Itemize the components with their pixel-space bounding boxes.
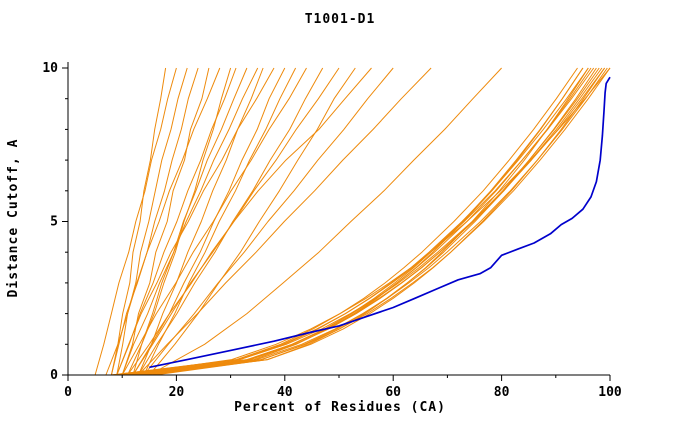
x-tick-label: 80 [494,385,510,400]
series-line-orange-29 [143,67,597,376]
series-line-orange-16 [138,67,324,376]
series-line-orange-15 [121,67,307,376]
series-line-orange-32 [127,67,592,376]
series-line-orange-18 [148,67,356,376]
series-line-orange-27 [122,67,611,376]
series-line-orange-28 [132,67,608,376]
series-line-orange-01 [94,67,177,376]
x-axis-label: Percent of Residues (CA) [234,400,446,415]
series-line-orange-20 [143,67,394,376]
y-tick-label: 5 [50,215,58,230]
series-line-orange-36 [132,67,584,376]
series-line-orange-34 [122,67,603,376]
x-tick-label: 100 [598,385,622,400]
series-line-orange-25 [111,67,606,376]
series-line-orange-24 [127,67,600,376]
series-line-blue-main [149,76,611,369]
series-line-orange-07 [127,67,232,376]
series-line-orange-21 [138,67,432,376]
series-line-orange-08 [116,67,237,376]
series-line-orange-11 [138,67,264,376]
series-line-orange-19 [132,67,372,376]
series-line-orange-22 [149,67,502,376]
series-line-orange-37 [111,67,595,376]
chart-title: T1001-D1 [304,12,376,27]
x-tick-label: 20 [169,385,185,400]
series-line-orange-09 [132,67,248,376]
series-line-orange-23 [116,67,589,376]
series-line-orange-10 [121,67,259,376]
series-line-orange-03 [116,67,188,376]
y-tick-label: 10 [42,61,58,76]
series-line-orange-26 [138,67,584,376]
y-tick-label: 0 [50,368,58,383]
series-line-orange-14 [143,67,297,376]
y-axis-label: Distance Cutoff, A [6,138,21,298]
series-line-orange-06 [110,67,221,376]
series-line-orange-30 [116,67,578,376]
series-line-orange-13 [132,67,286,376]
x-tick-label: 60 [385,385,401,400]
series-line-orange-12 [116,67,275,376]
series-line-orange-33 [138,67,611,376]
x-tick-label: 40 [277,385,293,400]
x-tick-label: 0 [64,385,72,400]
series-line-orange-02 [110,67,167,376]
